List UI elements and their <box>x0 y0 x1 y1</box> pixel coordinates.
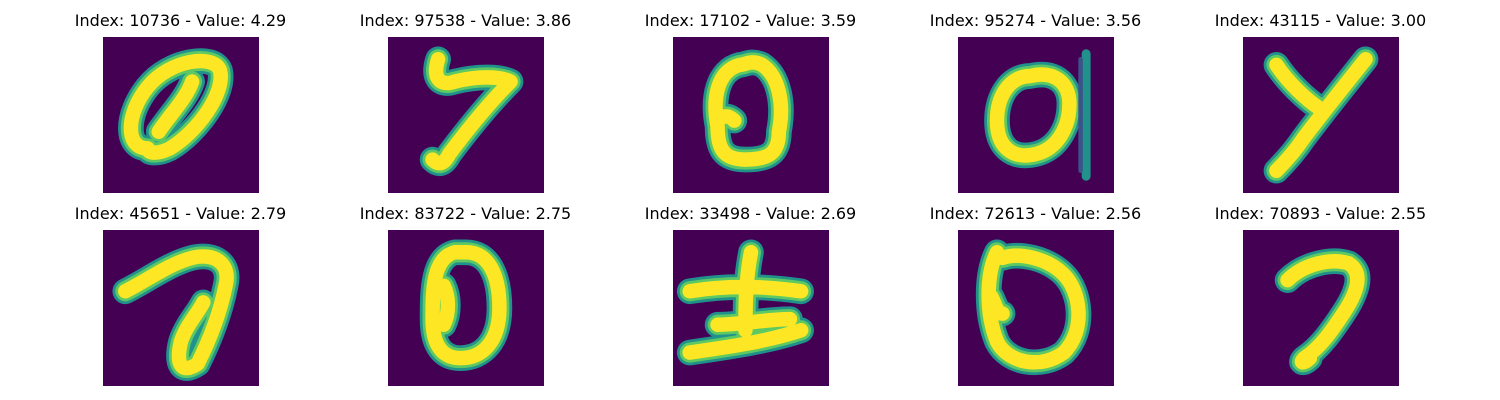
panel: Index: 17102 - Value: 3.59 <box>608 0 893 193</box>
panel: Index: 97538 - Value: 3.86 <box>323 0 608 193</box>
panel: Index: 95274 - Value: 3.56 <box>893 0 1178 193</box>
panel-title: Index: 83722 - Value: 2.75 <box>359 204 572 223</box>
panel-title: Index: 72613 - Value: 2.56 <box>929 204 1142 223</box>
digit-image <box>958 230 1114 386</box>
panel: Index: 83722 - Value: 2.75 <box>323 193 608 386</box>
digit-image <box>673 230 829 386</box>
panel-title: Index: 10736 - Value: 4.29 <box>74 11 287 30</box>
panel-title: Index: 97538 - Value: 3.86 <box>359 11 572 30</box>
digit-image <box>673 37 829 193</box>
panel-title: Index: 17102 - Value: 3.59 <box>644 11 857 30</box>
digit-image <box>388 37 544 193</box>
digit-image <box>958 37 1114 193</box>
panel: Index: 70893 - Value: 2.55 <box>1178 193 1463 386</box>
digit-image <box>1243 37 1399 193</box>
digit-image <box>103 37 259 193</box>
panel: Index: 10736 - Value: 4.29 <box>38 0 323 193</box>
panel-title: Index: 43115 - Value: 3.00 <box>1214 11 1427 30</box>
panel: Index: 33498 - Value: 2.69 <box>608 193 893 386</box>
digit-image <box>388 230 544 386</box>
panel-title: Index: 95274 - Value: 3.56 <box>929 11 1142 30</box>
panel: Index: 43115 - Value: 3.00 <box>1178 0 1463 193</box>
panel: Index: 72613 - Value: 2.56 <box>893 193 1178 386</box>
panel: Index: 45651 - Value: 2.79 <box>38 193 323 386</box>
digit-image <box>103 230 259 386</box>
digit-image <box>1243 230 1399 386</box>
panel-title: Index: 70893 - Value: 2.55 <box>1214 204 1427 223</box>
panel-title: Index: 45651 - Value: 2.79 <box>74 204 287 223</box>
panel-title: Index: 33498 - Value: 2.69 <box>644 204 857 223</box>
